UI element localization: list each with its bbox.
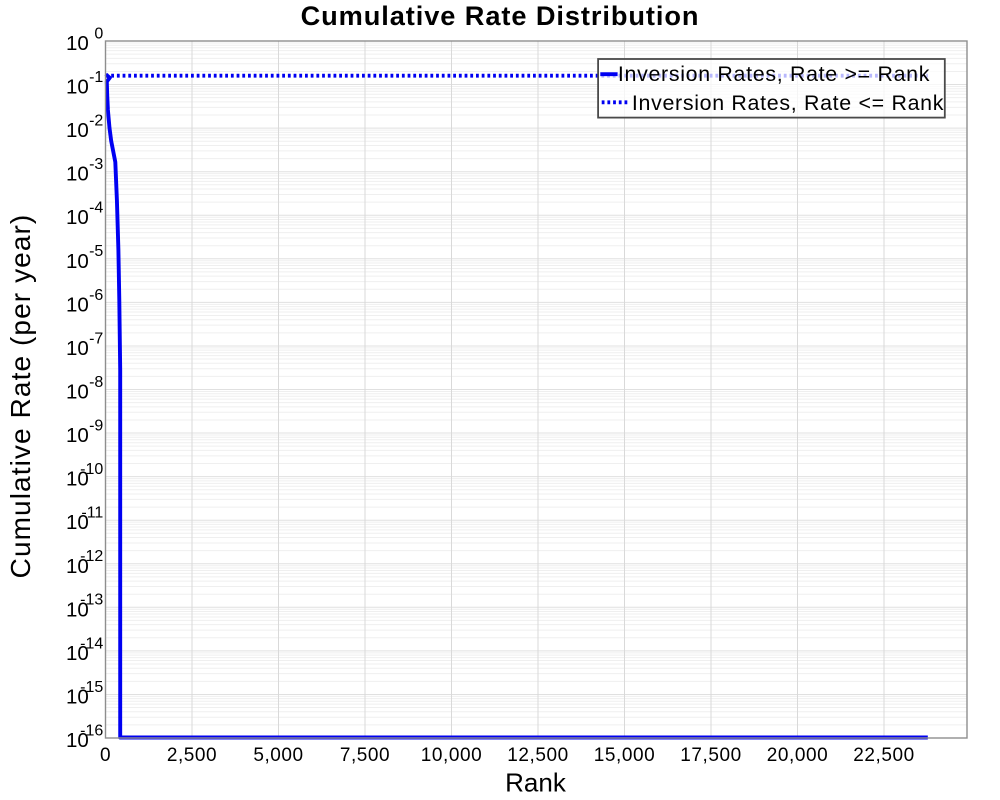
- svg-text:Cumulative Rate (per year): Cumulative Rate (per year): [5, 214, 36, 579]
- svg-text:-10: -10: [80, 461, 103, 478]
- svg-text:20,000: 20,000: [767, 745, 828, 766]
- svg-text:10: 10: [66, 119, 89, 142]
- svg-text:-16: -16: [80, 722, 103, 739]
- svg-text:-14: -14: [80, 635, 103, 652]
- svg-text:7,500: 7,500: [340, 745, 390, 766]
- svg-text:10: 10: [66, 555, 89, 578]
- svg-text:-6: -6: [89, 287, 103, 304]
- svg-text:10: 10: [66, 642, 89, 665]
- svg-text:10: 10: [66, 511, 89, 534]
- svg-text:-7: -7: [89, 330, 103, 347]
- svg-text:Rank: Rank: [505, 768, 567, 798]
- svg-text:-12: -12: [80, 548, 103, 565]
- svg-text:10: 10: [66, 206, 89, 229]
- svg-text:10,000: 10,000: [421, 745, 482, 766]
- svg-text:0: 0: [94, 25, 103, 42]
- svg-text:-4: -4: [89, 200, 103, 217]
- svg-text:10: 10: [66, 293, 89, 316]
- svg-text:10: 10: [66, 729, 89, 752]
- svg-text:10: 10: [66, 598, 89, 621]
- svg-text:2,500: 2,500: [167, 745, 217, 766]
- svg-text:-5: -5: [89, 243, 103, 260]
- svg-text:22,500: 22,500: [853, 745, 914, 766]
- svg-text:10: 10: [66, 381, 89, 404]
- svg-text:15,000: 15,000: [594, 745, 655, 766]
- svg-text:-3: -3: [89, 156, 103, 173]
- svg-text:12,500: 12,500: [507, 745, 568, 766]
- svg-text:Cumulative Rate Distribution: Cumulative Rate Distribution: [301, 0, 700, 31]
- svg-text:17,500: 17,500: [680, 745, 741, 766]
- svg-text:10: 10: [66, 32, 89, 55]
- svg-text:-9: -9: [89, 418, 103, 435]
- svg-text:5,000: 5,000: [253, 745, 303, 766]
- svg-text:Inversion Rates, Rate <= Rank: Inversion Rates, Rate <= Rank: [632, 91, 944, 115]
- svg-text:10: 10: [66, 250, 89, 273]
- svg-text:-1: -1: [89, 69, 103, 86]
- svg-text:10: 10: [66, 468, 89, 491]
- svg-text:10: 10: [66, 163, 89, 186]
- svg-text:10: 10: [66, 76, 89, 99]
- svg-text:10: 10: [66, 337, 89, 360]
- svg-text:10: 10: [66, 424, 89, 447]
- svg-text:-2: -2: [89, 113, 103, 130]
- svg-text:-8: -8: [89, 374, 103, 391]
- svg-text:-11: -11: [81, 505, 103, 522]
- svg-text:-15: -15: [80, 679, 103, 696]
- svg-text:Inversion Rates, Rate >= Rank: Inversion Rates, Rate >= Rank: [618, 62, 930, 86]
- svg-text:10: 10: [66, 685, 89, 708]
- svg-text:-13: -13: [80, 592, 103, 609]
- svg-text:0: 0: [100, 745, 111, 766]
